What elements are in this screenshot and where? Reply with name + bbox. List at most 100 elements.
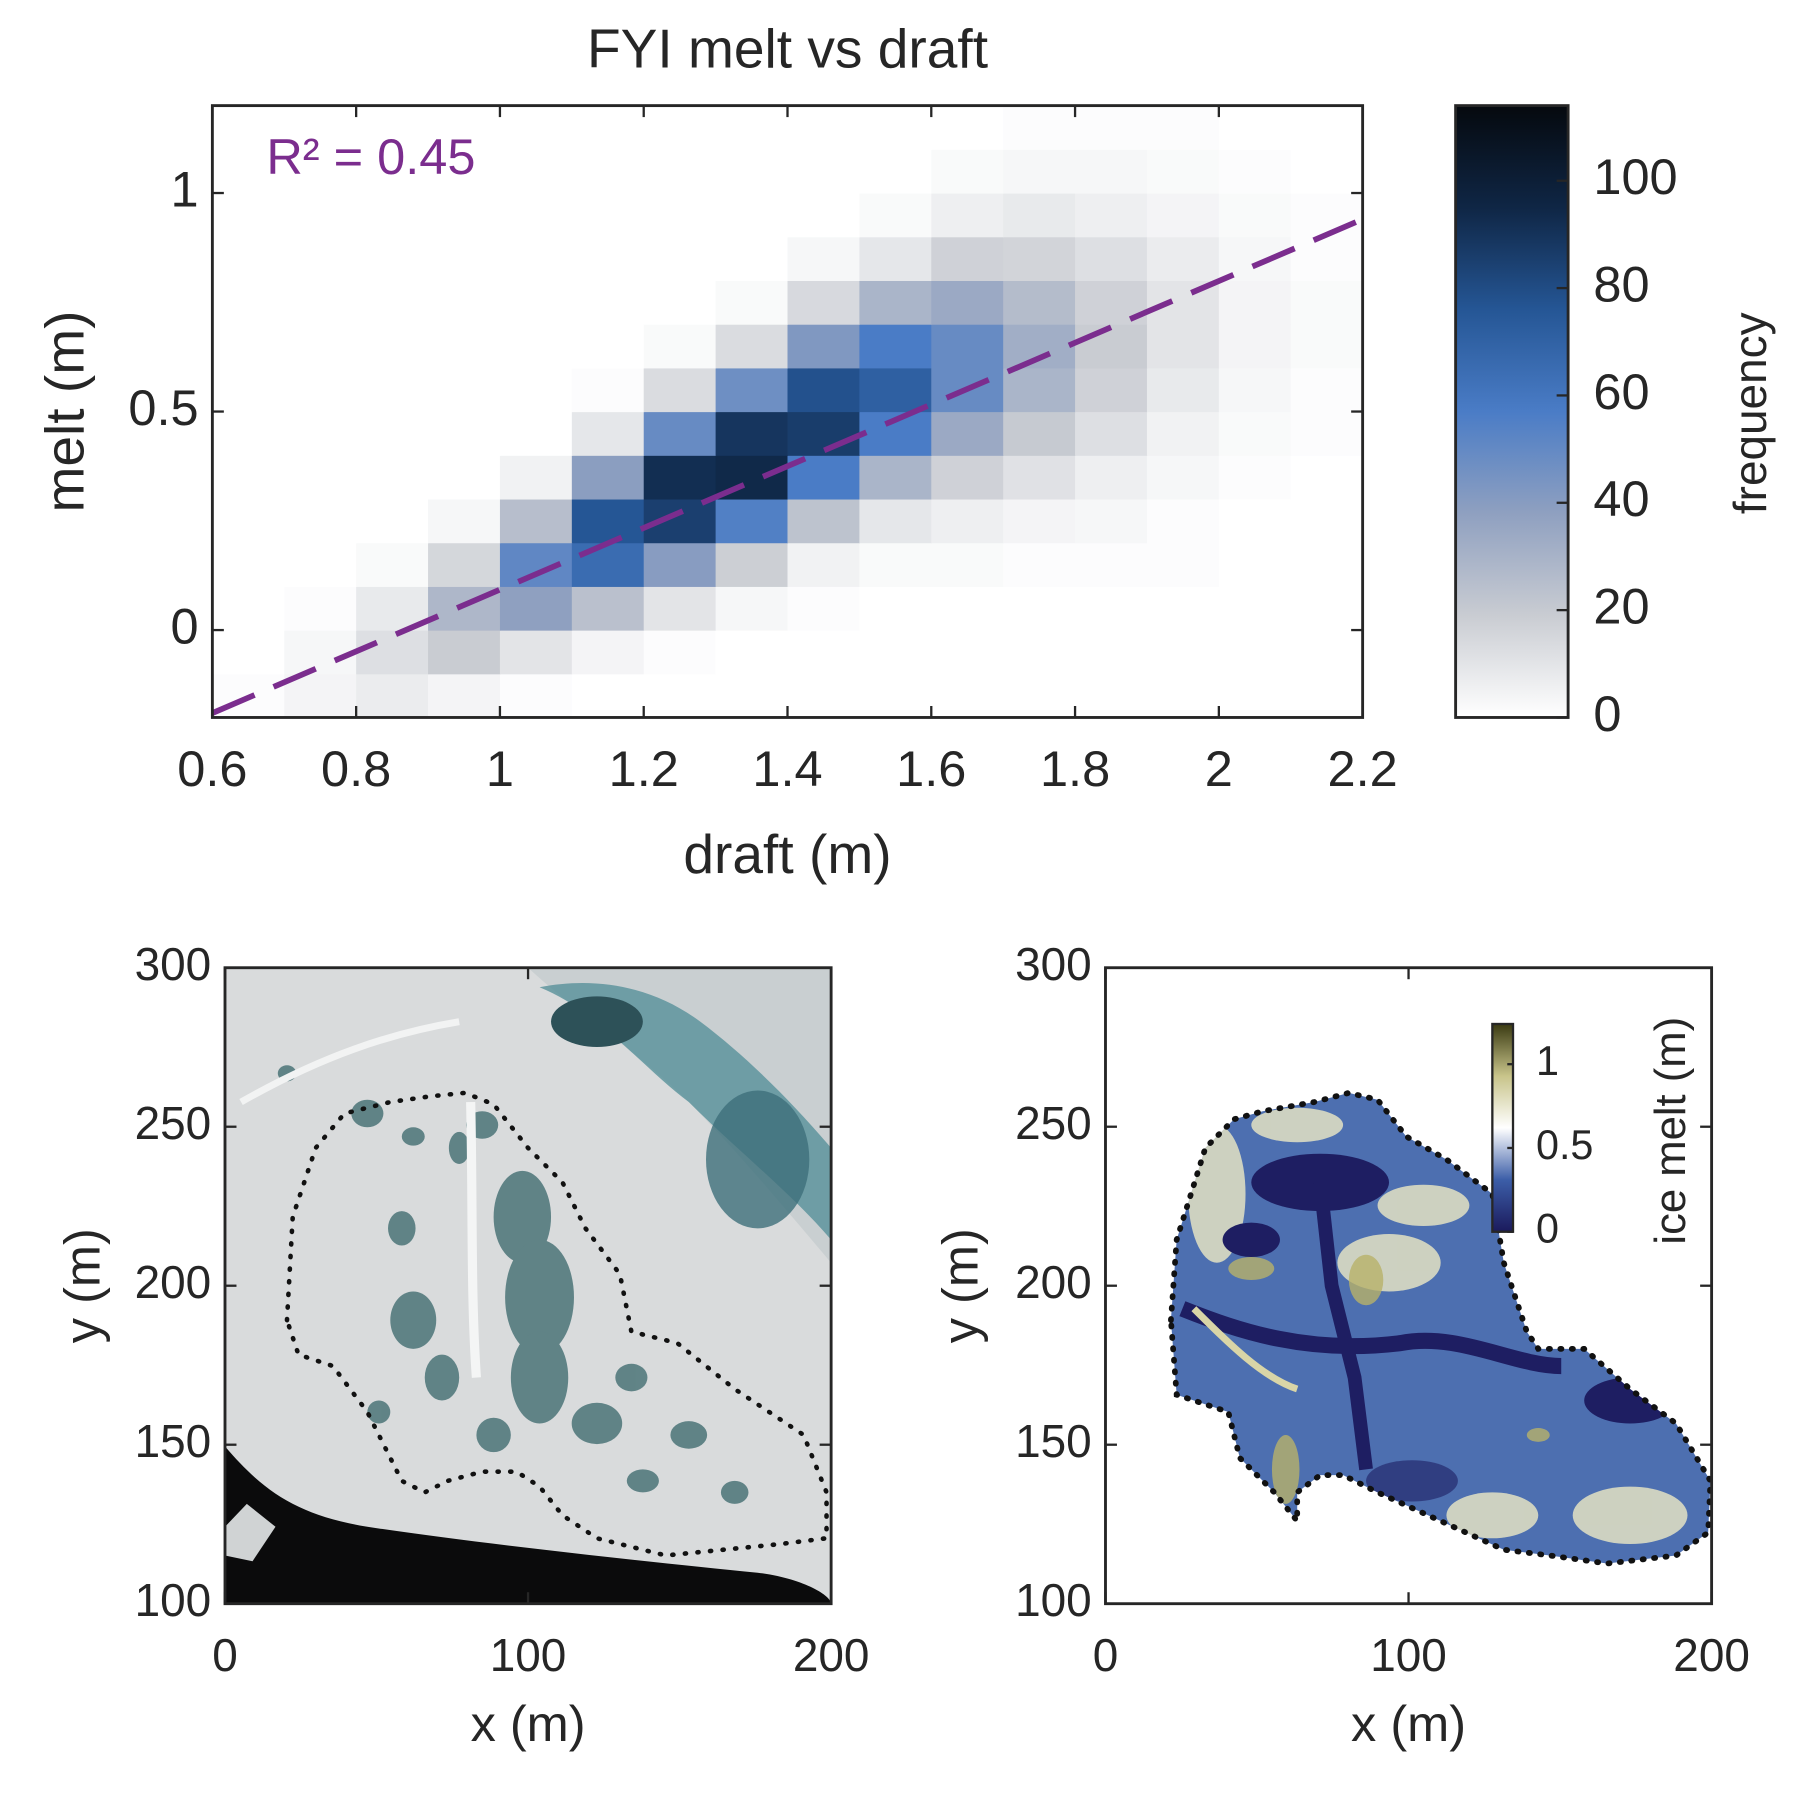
heat-cell (859, 586, 932, 631)
heat-cell (571, 367, 645, 413)
heat-cell (1290, 236, 1363, 282)
heat-cell (499, 149, 573, 194)
heat-cell (1003, 455, 1076, 500)
heat-cell (356, 673, 429, 718)
heat-cell (715, 630, 789, 675)
heat-cell (787, 105, 860, 150)
heat-cell (643, 280, 717, 325)
heat-cell (787, 324, 860, 369)
heat-cell (284, 455, 357, 500)
heat-cell (1146, 193, 1220, 238)
heat-cell (499, 193, 573, 238)
heat-cell (1290, 149, 1363, 194)
heat-cell (931, 280, 1004, 325)
heat-cell (643, 149, 717, 194)
heat-cell (284, 673, 357, 718)
heat-cell (715, 673, 789, 718)
heat-cell (1146, 630, 1220, 675)
heat-cell (1003, 542, 1076, 587)
colorbar-tick-label: 1 (1536, 1038, 1559, 1084)
heat-cell (787, 367, 860, 413)
heat-cell (499, 498, 573, 544)
heat-cell (1146, 149, 1220, 194)
heat-cell (787, 498, 860, 544)
heat-cell (1146, 367, 1220, 413)
heat-cell (284, 498, 357, 544)
heat-cell (931, 236, 1004, 282)
heat-cell (1146, 673, 1220, 718)
heat-cell (931, 193, 1004, 238)
heat-cell (1290, 586, 1363, 631)
heat-cell (356, 193, 429, 238)
colorbar-label: frequency (1724, 312, 1776, 514)
heat-cell (859, 193, 932, 238)
heat-cell (1075, 630, 1148, 675)
heat-cell (1218, 630, 1292, 675)
heat-cell (1290, 498, 1363, 544)
heat-cell (284, 367, 357, 413)
heat-cell (1003, 324, 1076, 369)
heat-cell (212, 105, 285, 150)
heat-cell (499, 455, 573, 500)
heat-cell (1003, 367, 1076, 413)
heat-cell (428, 149, 501, 194)
heat-cell (1290, 105, 1363, 150)
heat-cell (931, 586, 1004, 631)
heat-cell (1146, 455, 1220, 500)
colorbar-tick-label: 0 (1536, 1206, 1559, 1252)
heat-cell (1003, 498, 1076, 544)
heat-cell (931, 498, 1004, 544)
heat-cell (499, 586, 573, 631)
heat-cell (1146, 586, 1220, 631)
heat-cell (356, 498, 429, 544)
heat-cell (1075, 455, 1148, 500)
heat-cell (787, 630, 860, 675)
heat-cell (356, 236, 429, 282)
x-axis-label: draft (m) (683, 823, 891, 885)
heat-cell (499, 105, 573, 150)
heat-cell (571, 455, 645, 500)
heat-cell (284, 542, 357, 587)
heat-cell (715, 586, 789, 631)
heat-cell (356, 630, 429, 675)
heat-cell (1075, 324, 1148, 369)
heat-cell (931, 324, 1004, 369)
heat-cell (356, 367, 429, 413)
heat-cell (1003, 193, 1076, 238)
heat-cell (428, 236, 501, 282)
heat-cell (212, 149, 285, 194)
colorbar-tick-label: 40 (1593, 470, 1649, 527)
x-tick-label: 2 (1205, 740, 1233, 797)
heat-cell (1146, 236, 1220, 282)
heat-cell (284, 105, 357, 150)
heat-cell (715, 193, 789, 238)
heat-cell (1218, 324, 1292, 369)
heat-cell (1218, 498, 1292, 544)
heatmap (212, 105, 1363, 718)
heat-cell (212, 455, 285, 500)
heat-cell (1218, 193, 1292, 238)
y-tick-label: 100 (1015, 1574, 1092, 1626)
heat-cell (284, 586, 357, 631)
heat-cell (212, 280, 285, 325)
x-tick-label: 0.8 (321, 740, 391, 797)
heat-cell (571, 193, 645, 238)
heat-cell (859, 324, 932, 369)
heat-cell (1290, 411, 1363, 456)
x-tick-label: 200 (1673, 1629, 1750, 1681)
heat-cell (571, 280, 645, 325)
heat-cell (1075, 586, 1148, 631)
y-tick-label: 150 (135, 1415, 212, 1467)
colorbar-tick-label: 60 (1593, 363, 1649, 420)
x-tick-label: 1.4 (752, 740, 822, 797)
x-tick-label: 2.2 (1328, 740, 1398, 797)
heat-cell (643, 542, 717, 587)
heat-cell (356, 455, 429, 500)
heat-cell (931, 149, 1004, 194)
x-axis-label: x (m) (471, 1695, 586, 1752)
heat-cell (643, 367, 717, 413)
y-tick-label: 250 (1015, 1097, 1092, 1149)
heat-cell (428, 673, 501, 718)
heat-cell (643, 193, 717, 238)
